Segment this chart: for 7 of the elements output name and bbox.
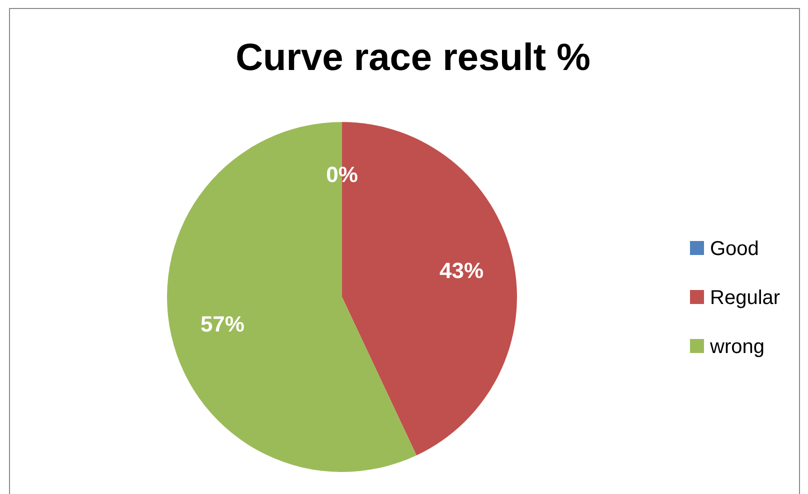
data-label: 57% [200, 311, 244, 336]
legend-label: Good [710, 238, 759, 260]
chart-title: Curve race result % [236, 37, 590, 79]
pie-slice [167, 122, 417, 472]
legend-label: wrong [709, 336, 764, 358]
data-label: 43% [440, 258, 484, 283]
legend-label: Regular [710, 287, 780, 309]
